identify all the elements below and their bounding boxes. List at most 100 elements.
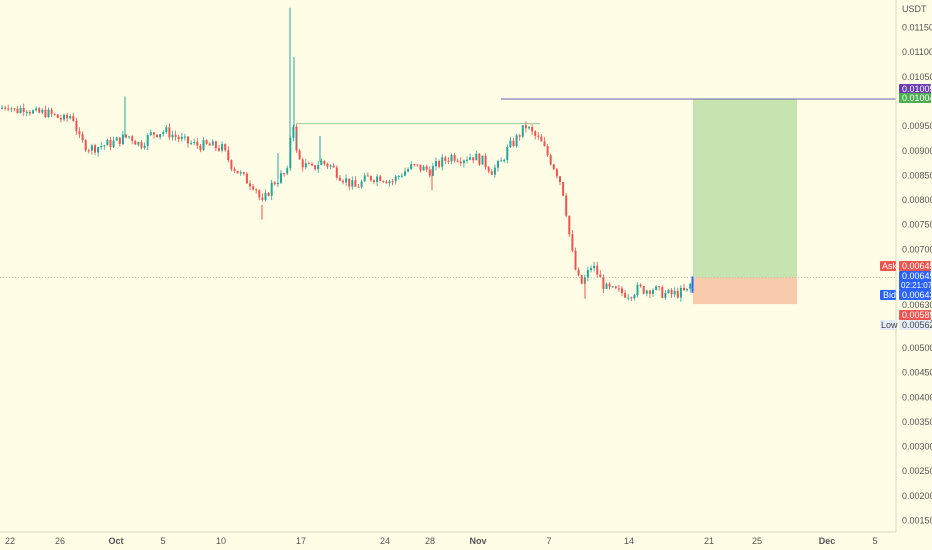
candle-body: [1, 107, 3, 109]
price-tick: 0.00750: [902, 220, 932, 230]
candle-body: [524, 125, 527, 129]
candle-body: [301, 159, 304, 168]
candle-body: [679, 287, 682, 298]
candle-body: [648, 290, 651, 294]
candle-body: [208, 143, 211, 146]
time-tick: 10: [216, 536, 226, 546]
candle-body: [391, 181, 394, 183]
candle-body: [456, 160, 459, 162]
candle-body: [543, 141, 546, 147]
target-value: 0.01004: [902, 93, 932, 103]
candle-body: [273, 182, 276, 185]
candle-body: [41, 109, 44, 113]
time-tick: 26: [55, 536, 65, 546]
candle-body: [534, 131, 537, 136]
time-tick: 28: [425, 536, 435, 546]
candle-body: [53, 113, 56, 115]
stop-zone[interactable]: [693, 277, 797, 305]
candle-body: [100, 146, 103, 148]
candle-body: [317, 165, 320, 170]
time-tick: Oct: [108, 536, 123, 546]
candle-body: [25, 111, 28, 113]
candle-body: [518, 135, 521, 137]
candle-body: [183, 136, 186, 138]
candle-body: [286, 168, 289, 174]
candle-body: [149, 132, 152, 135]
candle-body: [571, 234, 574, 251]
target-high-value: 0.01005: [902, 84, 932, 94]
candle-body: [435, 161, 437, 167]
last-candle: [691, 276, 694, 293]
candle-body: [673, 290, 676, 295]
price-tick: 0.00350: [902, 417, 932, 427]
candlestick-series[interactable]: [1, 7, 694, 302]
candle-body: [521, 125, 524, 137]
candle-body: [509, 140, 512, 147]
time-axis[interactable]: 22 26 Oct 5 10 17 24 28 Nov 7 14 21 25 Dec 5: [5, 536, 878, 546]
candle-body: [245, 173, 248, 184]
candle-body: [394, 176, 397, 182]
candle-body: [373, 180, 375, 182]
candle-body: [44, 109, 47, 118]
candle-body: [487, 167, 490, 172]
candle-body: [636, 284, 639, 296]
target-zone[interactable]: [693, 99, 797, 278]
price-tick: 0.00850: [902, 170, 932, 180]
price-tick: 0.00900: [902, 146, 932, 156]
candle-body: [152, 132, 155, 135]
candle-body: [146, 134, 149, 146]
candle-body: [369, 176, 372, 181]
price-tick: 0.01050: [902, 72, 932, 82]
candle-body: [283, 173, 286, 175]
candle-body: [72, 115, 75, 122]
candle-body: [345, 178, 348, 183]
last-price-badge: 0.00645 02:21:07: [899, 271, 932, 290]
candle-body: [103, 145, 106, 147]
candle-body: [128, 136, 131, 138]
candle-body: [162, 132, 165, 135]
candle-body: [221, 144, 224, 151]
candle-body: [503, 160, 506, 162]
candle-body: [180, 136, 183, 140]
candle-body: [586, 269, 589, 278]
candle-body: [35, 108, 38, 111]
candle-body: [546, 146, 549, 156]
candle-body: [664, 292, 667, 298]
candle-body: [639, 284, 642, 287]
candle-body: [611, 286, 614, 288]
price-tick: 0.00700: [902, 244, 932, 254]
price-tick: 0.00150: [902, 516, 932, 526]
target-high-badge: 0.01005: [899, 84, 932, 94]
candle-body: [655, 286, 658, 290]
price-tick: 0.00950: [902, 121, 932, 131]
time-tick: 22: [5, 536, 15, 546]
candle-body: [94, 145, 96, 153]
candle-body: [590, 268, 592, 270]
candle-body: [540, 136, 543, 142]
low-value: 0.00562: [902, 320, 932, 330]
candle-body: [658, 286, 661, 288]
price-tick: 0.00400: [902, 392, 932, 402]
candle-body: [382, 180, 385, 182]
candle-body: [686, 288, 689, 291]
bid-label: Bid: [883, 290, 896, 300]
candle-body: [292, 126, 295, 138]
candle-body: [478, 153, 481, 165]
candle-body: [56, 114, 59, 118]
candle-body: [121, 134, 124, 145]
currency-label: USDT: [902, 4, 927, 14]
candle-body: [354, 180, 357, 187]
candle-body: [633, 295, 636, 299]
candle-body: [258, 190, 261, 198]
candle-body: [298, 150, 301, 160]
candle-body: [388, 181, 391, 184]
candle-body: [441, 157, 444, 167]
candle-body: [81, 134, 84, 141]
candle-body: [577, 269, 580, 276]
candle-body: [69, 115, 72, 119]
candle-body: [689, 283, 692, 289]
price-axis[interactable]: 0.01150 0.01100 0.01050 0.00950 0.00900 0.008…: [902, 23, 932, 526]
candle-body: [329, 165, 332, 167]
